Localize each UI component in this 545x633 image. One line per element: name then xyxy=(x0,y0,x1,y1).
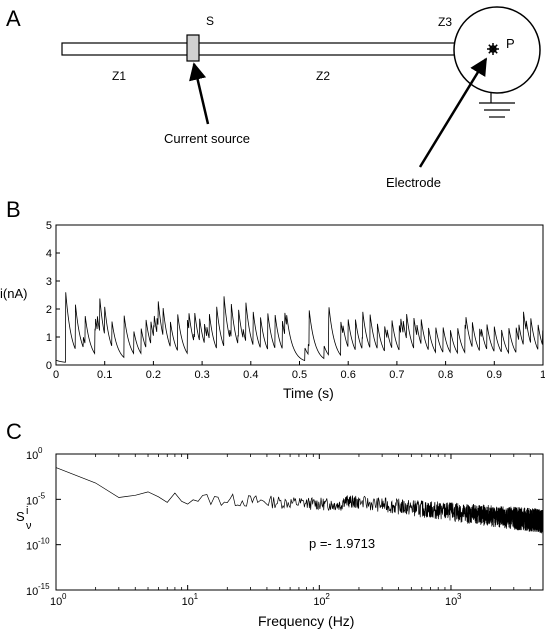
panel-a: A S Z1 Z2 Z3 P Current source Electrode xyxy=(6,6,541,190)
panel-b-xlabel: Time (s) xyxy=(283,385,334,401)
y-tick-exponent: -5 xyxy=(38,491,46,500)
x-tick-label: 0.5 xyxy=(292,369,307,381)
label-p: P xyxy=(506,36,515,51)
x-tick-label: 0.9 xyxy=(487,369,502,381)
dendrite-cable xyxy=(61,42,461,56)
y-tick-label: 4 xyxy=(46,248,52,260)
x-tick-base: 10 xyxy=(50,596,62,608)
x-tick-label: 0.6 xyxy=(341,369,356,381)
ground-icon xyxy=(479,93,515,118)
panel-c-ylabel: S i ν xyxy=(16,505,32,532)
electrode-arrow xyxy=(418,57,488,168)
panel-b-y-ticks: 0 1 2 3 4 5 xyxy=(46,220,60,372)
current-source-arrow xyxy=(189,62,210,125)
point-p-icon xyxy=(487,43,499,55)
x-tick-label: 1 xyxy=(540,369,545,381)
panel-c-xlabel: Frequency (Hz) xyxy=(258,613,354,629)
x-tick-exponent: 0 xyxy=(62,592,67,601)
x-tick-label: 0.2 xyxy=(146,369,161,381)
label-z1: Z1 xyxy=(112,69,126,83)
x-tick-label: 0.4 xyxy=(243,369,258,381)
y-tick-base: 10 xyxy=(26,586,38,598)
current-trace-line xyxy=(55,292,544,363)
y-tick-label: 1 xyxy=(46,332,52,344)
label-s: S xyxy=(206,14,214,28)
x-tick-exponent: 2 xyxy=(325,592,330,601)
x-tick-label: 0.8 xyxy=(438,369,453,381)
panel-c-frame xyxy=(55,453,544,591)
y-tick-label: 3 xyxy=(46,276,52,288)
power-spectrum-line xyxy=(55,467,544,534)
current-source-label: Current source xyxy=(164,131,250,146)
y-tick-exponent: -10 xyxy=(38,537,50,546)
panel-b-frame xyxy=(55,224,544,366)
x-tick-label: 0.3 xyxy=(194,369,209,381)
y-tick-base: 10 xyxy=(26,450,38,462)
x-tick-label: 0.1 xyxy=(97,369,112,381)
x-tick-exponent: 1 xyxy=(194,592,199,601)
x-tick-base: 10 xyxy=(182,596,194,608)
y-tick-exponent: 0 xyxy=(38,446,43,455)
y-tick-base: 10 xyxy=(26,495,38,507)
svg-text:ν: ν xyxy=(26,520,32,532)
panel-c-letter: C xyxy=(6,419,22,444)
y-tick-exponent: -15 xyxy=(38,582,50,591)
svg-text:i: i xyxy=(26,505,28,517)
y-tick-base: 10 xyxy=(26,541,38,553)
panel-b-x-ticks: 0 0.1 0.2 0.3 0.4 0.5 0.6 0.7 0.8 0.9 1 xyxy=(53,361,545,381)
label-z3: Z3 xyxy=(438,15,452,29)
panel-c-x-ticks: 10 0 10 1 10 2 10 3 xyxy=(50,454,544,608)
y-tick-label: 0 xyxy=(46,360,52,372)
panel-b: B 0 0.1 0.2 0.3 0.4 0.5 0.6 0.7 0.8 0.9 1 0 1 2 3 4 5 i… xyxy=(0,197,545,401)
label-z2: Z2 xyxy=(316,69,330,83)
panel-a-letter: A xyxy=(6,6,21,31)
current-source-block xyxy=(186,34,200,62)
soma-circle xyxy=(453,6,541,94)
electrode-label: Electrode xyxy=(386,175,441,190)
x-tick-exponent: 3 xyxy=(457,592,462,601)
y-tick-label: 2 xyxy=(46,304,52,316)
panel-b-letter: B xyxy=(6,197,21,222)
x-tick-label: 0 xyxy=(53,369,59,381)
x-tick-label: 0.7 xyxy=(389,369,404,381)
x-tick-base: 10 xyxy=(313,596,325,608)
svg-text:S: S xyxy=(16,509,25,524)
slope-annotation: p =- 1.9713 xyxy=(309,536,375,551)
y-tick-label: 5 xyxy=(46,220,52,232)
panel-b-ylabel: i(nA) xyxy=(0,286,27,301)
x-tick-base: 10 xyxy=(445,596,457,608)
